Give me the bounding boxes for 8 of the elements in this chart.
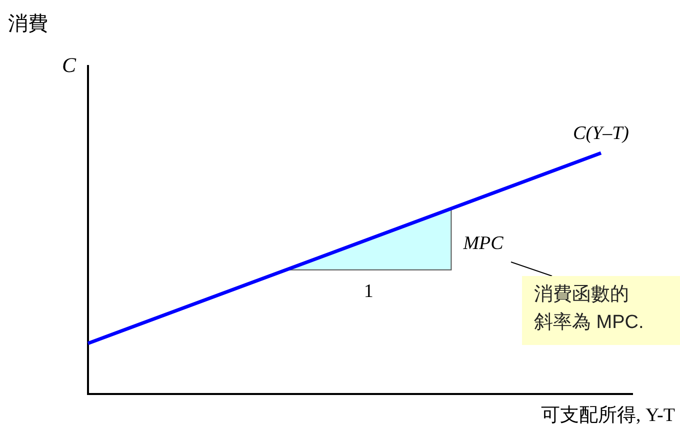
series-label: C(Y–T) <box>573 123 629 144</box>
x-axis-title: 可支配所得, Y-T <box>540 405 676 426</box>
annotation: 斜率為 MPC. <box>534 311 644 333</box>
y-axis-title: C <box>62 53 77 77</box>
annotation: 1 <box>364 280 374 302</box>
annotation: 消費函數的 <box>534 284 629 305</box>
annotation: MPC <box>462 233 504 254</box>
text: 消費 <box>8 13 48 35</box>
